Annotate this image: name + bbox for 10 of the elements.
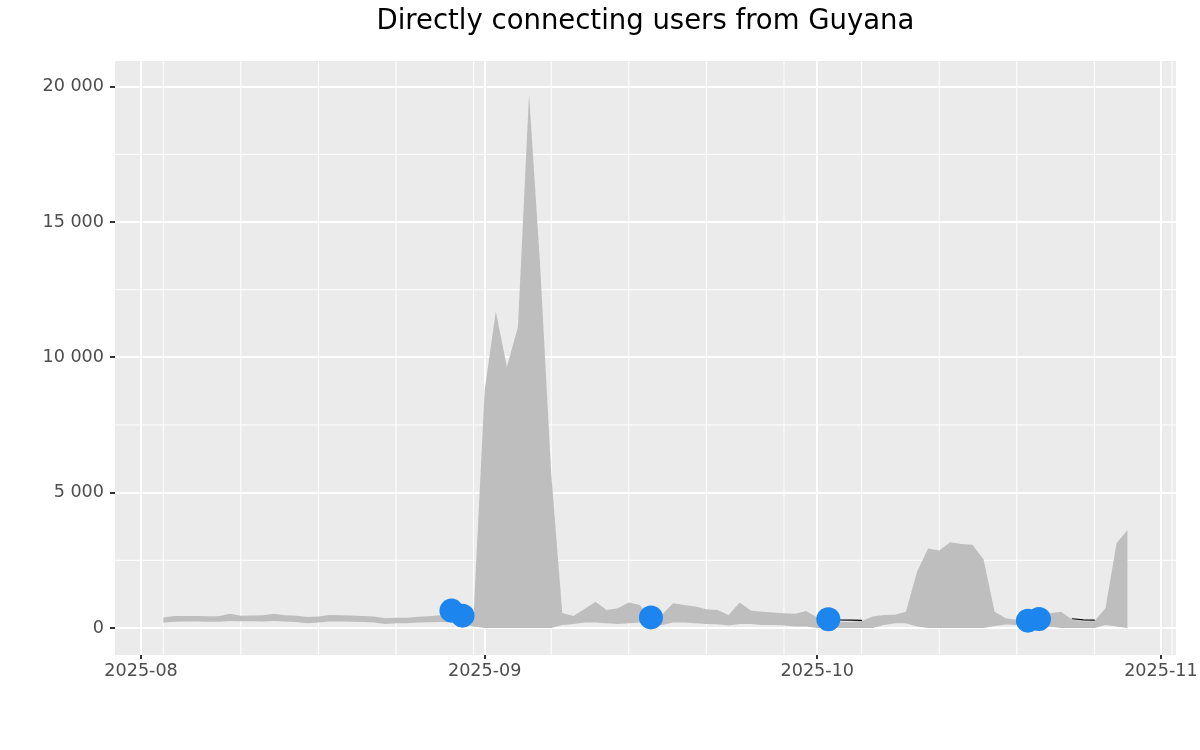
x-tick-label: 2025-08 bbox=[104, 660, 178, 681]
x-tick-label: 2025-11 bbox=[1124, 660, 1198, 681]
y-tick-label: 20 000 bbox=[42, 75, 104, 96]
x-tick-label: 2025-09 bbox=[447, 660, 522, 681]
y-tick-label: 0 bbox=[92, 616, 104, 637]
y-tick-label: 10 000 bbox=[42, 345, 104, 366]
y-tick-label: 5 000 bbox=[53, 481, 104, 502]
x-tick-label: 2025-10 bbox=[780, 660, 855, 681]
chart-title: Directly connecting users from Guyana bbox=[376, 2, 915, 35]
y-tick-label: 15 000 bbox=[42, 210, 104, 231]
